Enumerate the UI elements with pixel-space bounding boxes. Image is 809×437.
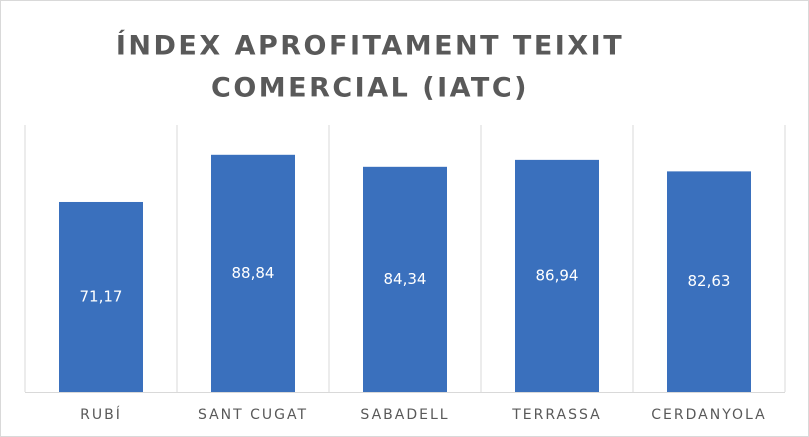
chart-title: COMERCIAL (IATC) — [211, 73, 529, 104]
x-tick-label: RUBÍ — [80, 406, 122, 423]
bar — [667, 171, 751, 392]
bar — [211, 154, 295, 392]
x-tick-label: SABADELL — [360, 407, 449, 423]
x-tick-label: TERRASSA — [511, 407, 601, 423]
bar — [59, 201, 143, 392]
data-label: 82,63 — [688, 272, 731, 290]
bar — [363, 166, 447, 392]
x-tick-label: SANT CUGAT — [198, 407, 308, 423]
data-label: 71,17 — [80, 287, 123, 305]
chart-title: ÍNDEX APROFITAMENT TEIXIT — [116, 30, 624, 62]
data-label: 84,34 — [384, 270, 427, 288]
data-label: 88,84 — [232, 264, 275, 282]
data-label: 86,94 — [536, 266, 579, 284]
x-tick-label: CERDANYOLA — [651, 407, 766, 423]
bar — [515, 159, 599, 392]
